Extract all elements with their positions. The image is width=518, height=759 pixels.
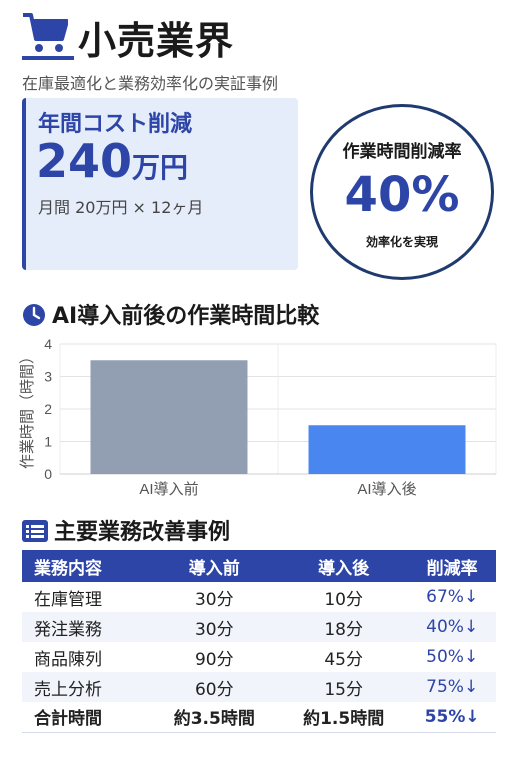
after-cell: 10分 [278,582,409,612]
rate-label: 作業時間削減率 [342,142,462,162]
bar-after [308,425,466,474]
before-cell: 30分 [149,612,279,642]
rate-cell: 75%↓ [408,672,496,702]
rate-cell: 67%↓ [408,582,496,612]
rate-value: 40% [344,167,460,223]
before-cell: 60分 [149,672,279,702]
y-tick-label: 0 [44,466,52,482]
task-cell: 商品陳列 [22,642,150,672]
table-row: 発注業務 30分 18分 40%↓ [22,612,496,642]
shopping-cart-icon [23,13,68,52]
clock-icon [23,304,45,326]
table-total-row: 合計時間 約3.5時間 約1.5時間 55%↓ [22,702,496,733]
table-header-row: 業務内容 導入前 導入後 削減率 [22,550,496,582]
chart-section-title: AI導入前後の作業時間比較 [22,298,319,330]
table-header-cell: 導入前 [149,550,279,582]
total-before-cell: 約3.5時間 [149,702,279,733]
task-cell: 発注業務 [22,612,150,642]
work-time-bar-chart: 0 1 2 3 4 AI導入前 AI導入後 作業時間（時間） [19,336,497,498]
title-underline [22,56,74,60]
rate-cell: 40%↓ [408,612,496,642]
cases-section-title-text: 主要業務改善事例 [54,520,231,545]
table-header-cell: 業務内容 [22,550,150,582]
y-axis-label: 作業時間（時間） [19,349,36,469]
table-header-cell: 導入後 [278,550,409,582]
task-cell: 売上分析 [22,672,150,702]
page-title: 小売業界 [78,19,235,63]
cost-card-detail: 月間 20万円 × 12ヶ月 [38,198,204,217]
before-cell: 90分 [149,642,279,672]
table-row: 売上分析 60分 15分 75%↓ [22,672,496,702]
after-cell: 15分 [278,672,409,702]
after-cell: 45分 [278,642,409,672]
y-tick-label: 4 [44,336,52,352]
total-rate-cell: 55%↓ [408,702,496,733]
list-icon [22,520,48,542]
improvement-cases-table: 業務内容 導入前 導入後 削減率 在庫管理 30分 10分 67%↓ 発注業務 … [22,550,496,733]
bar-before [90,360,248,474]
page-header: 小売業界 [22,8,502,63]
page-subtitle: 在庫最適化と業務効率化の実証事例 [22,74,279,93]
cost-value-unit: 万円 [132,151,189,184]
x-tick-label: AI導入後 [357,481,416,498]
y-tick-label: 2 [44,401,52,417]
y-tick-label: 3 [44,369,52,385]
x-tick-label: AI導入前 [139,481,198,498]
table-header-cell: 削減率 [408,550,496,582]
rate-cell: 50%↓ [408,642,496,672]
chart-section-title-text: AI導入前後の作業時間比較 [52,304,320,329]
cost-value-number: 240 [36,134,133,188]
cost-card-label: 年間コスト削減 [38,112,193,137]
rate-caption: 効率化を実現 [365,235,438,249]
reduction-rate-circle: 作業時間削減率 40% 効率化を実現 [310,104,494,280]
after-cell: 18分 [278,612,409,642]
annual-cost-card: 年間コスト削減 240万円 月間 20万円 × 12ヶ月 [22,98,298,270]
table-row: 在庫管理 30分 10分 67%↓ [22,582,496,612]
before-cell: 30分 [149,582,279,612]
total-after-cell: 約1.5時間 [278,702,409,733]
cases-section-title: 主要業務改善事例 [22,514,230,546]
task-cell: 在庫管理 [22,582,150,612]
y-tick-label: 1 [44,434,52,450]
total-label-cell: 合計時間 [22,702,150,733]
cost-card-value: 240万円 [36,134,188,188]
table-row: 商品陳列 90分 45分 50%↓ [22,642,496,672]
